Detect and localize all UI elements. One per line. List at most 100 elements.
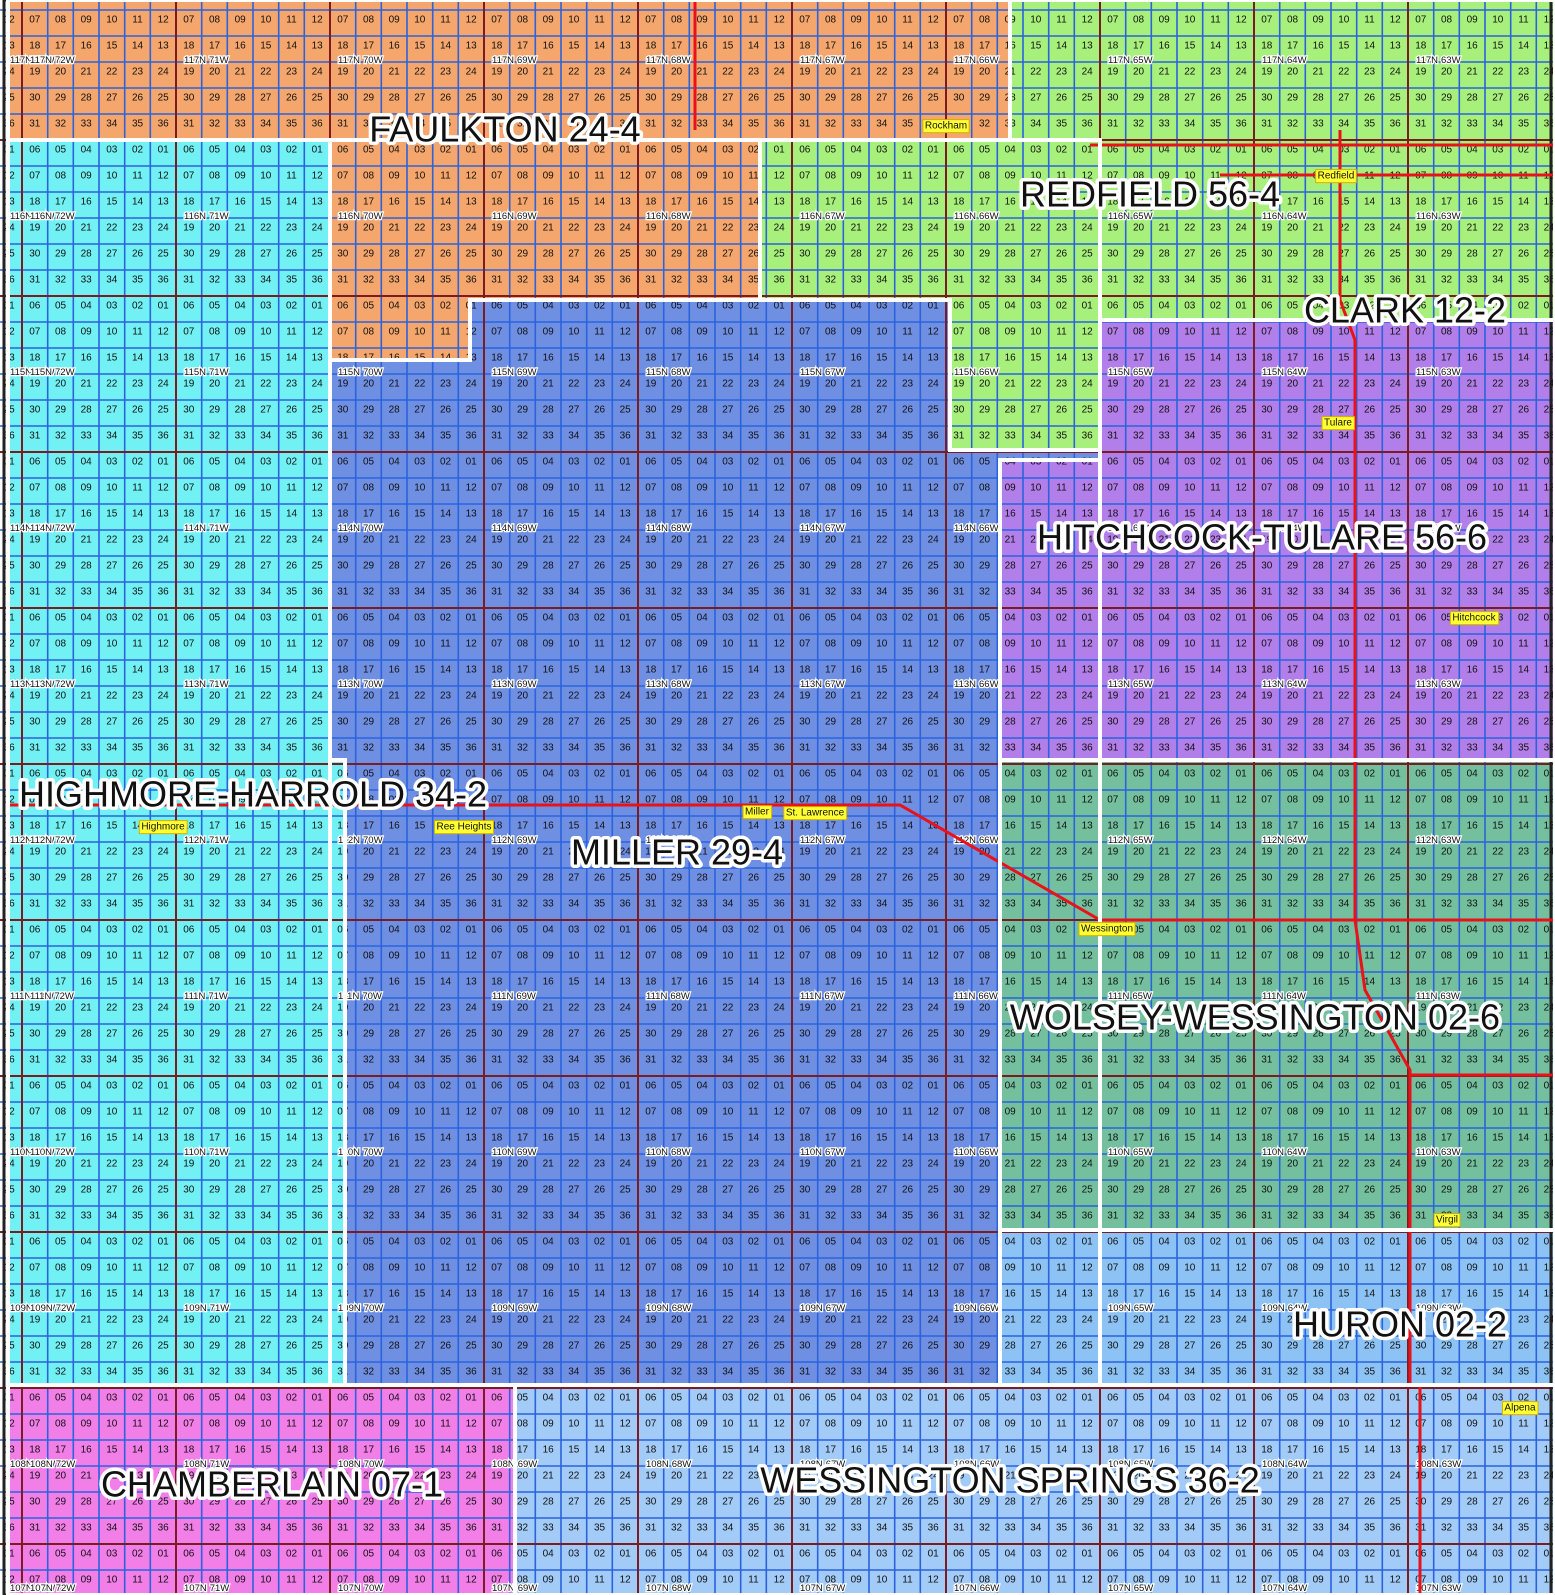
section-number: 36: [1236, 899, 1248, 910]
section-number: 33: [1313, 587, 1325, 598]
section-number: 04: [543, 1549, 555, 1560]
section-number: 23: [594, 379, 606, 390]
section-number: 29: [1441, 561, 1453, 572]
section-number: 17: [363, 1445, 375, 1456]
section-number: 27: [414, 1185, 426, 1196]
township-row: 109N: [184, 1303, 207, 1314]
section-number: 15: [106, 665, 118, 676]
section-number: 32: [1287, 1367, 1299, 1378]
section-number: 19: [1261, 1471, 1273, 1482]
section-number: 22: [1492, 1159, 1504, 1170]
section-number: 34: [722, 1367, 734, 1378]
section-number: 34: [1492, 587, 1504, 598]
section-number: 11: [1364, 951, 1375, 962]
section-number: 09: [1467, 1263, 1479, 1274]
section-number: 18: [953, 977, 965, 988]
section-number: 07: [1261, 1419, 1273, 1430]
section-number: 14: [1518, 1289, 1530, 1300]
section-number: 30: [29, 1185, 41, 1196]
section-number: 02: [748, 457, 760, 468]
section-number: 35: [1518, 119, 1530, 130]
section-number: 14: [132, 977, 144, 988]
section-number: 04: [697, 1237, 709, 1248]
section-number: 32: [1441, 587, 1453, 598]
section-number: 03: [106, 1549, 118, 1560]
section-number: 36: [1082, 1211, 1094, 1222]
section-number: 13: [312, 977, 324, 988]
section-number: 27: [1338, 717, 1350, 728]
section-number: 13: [928, 509, 940, 520]
section-number: 02: [594, 1237, 606, 1248]
section-number: 29: [825, 93, 837, 104]
section-number: 22: [414, 1003, 426, 1014]
section-number: 12: [928, 1419, 940, 1430]
section-number: 14: [748, 665, 760, 676]
section-number: 17: [517, 41, 529, 52]
section-number: 27: [260, 405, 272, 416]
section-number: 31: [1415, 431, 1427, 442]
section-number: 26: [440, 405, 452, 416]
section-number: 14: [1518, 509, 1530, 520]
section-number: 05: [671, 925, 683, 936]
section-number: 13: [774, 41, 786, 52]
section-number: 09: [81, 1107, 93, 1118]
section-number: 07: [799, 1107, 811, 1118]
section-number: 12: [1082, 1263, 1094, 1274]
section-number: 01: [1082, 1393, 1094, 1404]
section-number: 15: [260, 197, 272, 208]
section-number: 10: [260, 1263, 272, 1274]
section-number: 35: [1364, 587, 1376, 598]
section-number: 36: [312, 1211, 324, 1222]
section-number: 10: [414, 171, 426, 182]
section-number: 35: [748, 899, 760, 910]
section-number: 20: [517, 379, 529, 390]
section-number: 26: [286, 93, 298, 104]
section-number: 11: [132, 15, 143, 26]
township-row: 117N: [800, 55, 822, 66]
section-number: 21: [543, 1003, 555, 1014]
section-number: 27: [1492, 1497, 1504, 1508]
section-number: 09: [543, 639, 555, 650]
section-number: 35: [286, 119, 298, 130]
section-number: 23: [1518, 1471, 1530, 1482]
section-number: 33: [1313, 1055, 1325, 1066]
section-number: 13: [1082, 1133, 1094, 1144]
section-number: 04: [1159, 301, 1171, 312]
section-number: 21: [81, 223, 93, 234]
section-number: 27: [1184, 1185, 1196, 1196]
section-number: 22: [722, 691, 734, 702]
township-row: 115N: [646, 367, 668, 378]
section-number: 15: [1184, 977, 1196, 988]
section-number: 14: [1210, 1289, 1222, 1300]
section-number: 14: [1518, 353, 1530, 364]
section-number: 12: [1390, 1419, 1402, 1430]
section-number: 12: [620, 1263, 632, 1274]
section-number: 22: [260, 223, 272, 234]
section-number: 07: [491, 15, 503, 26]
township-row: 116N: [1416, 211, 1438, 222]
section-number: 07: [1107, 1107, 1119, 1118]
section-number: 16: [697, 197, 709, 208]
section-number: 22: [1030, 67, 1042, 78]
section-number: 27: [876, 873, 888, 884]
section-number: 30: [29, 873, 41, 884]
section-number: 11: [1210, 951, 1221, 962]
township-row: 110N: [800, 1147, 822, 1158]
section-number: 35: [1210, 899, 1222, 910]
section-number: 31: [799, 899, 811, 910]
range-col: 64W: [1287, 1147, 1307, 1158]
section-number: 09: [81, 1575, 93, 1586]
section-number: 01: [620, 1393, 632, 1404]
section-number: 24: [312, 691, 324, 702]
section-number: 36: [1390, 119, 1402, 130]
section-number: 16: [389, 977, 401, 988]
section-number: 12: [466, 15, 478, 26]
section-number: 24: [466, 1159, 478, 1170]
section-number: 22: [1492, 535, 1504, 546]
township-label: 109N65W: [1108, 1303, 1153, 1314]
section-number: 26: [1518, 93, 1530, 104]
section-number: 28: [1467, 1185, 1479, 1196]
section-number: 31: [1261, 587, 1273, 598]
section-number: 15: [722, 821, 734, 832]
section-number: 24: [928, 379, 940, 390]
